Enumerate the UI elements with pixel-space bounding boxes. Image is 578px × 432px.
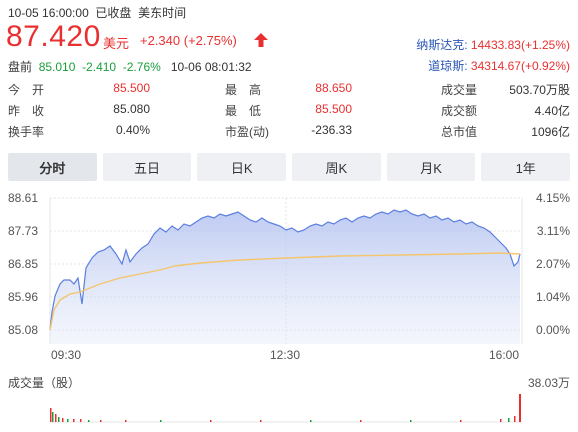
tab-monthly-k[interactable]: 月K [386, 153, 476, 181]
quote-status-row: 10-05 16:00:00 已收盘 美东时间 [8, 4, 186, 21]
pct-tick: 0.00% [535, 323, 570, 337]
stat-value-market-cap: 1096亿 [531, 125, 570, 139]
stat-label-pe: 市盈(动) [225, 125, 269, 139]
stat-value-prev-close: 85.080 [113, 102, 150, 116]
stat-value-high: 88.650 [315, 81, 352, 95]
pct-tick: 1.04% [535, 290, 570, 304]
stat-label-volume: 成交量 [441, 83, 478, 97]
time-tick: 16:00 [489, 348, 520, 362]
index-dow[interactable]: 道琼斯: 34314.67(+0.92%) [428, 57, 570, 74]
currency-label: 美元 [103, 36, 130, 51]
market-status: 已收盘 [95, 6, 132, 20]
stat-label-prev-close: 昨 收 [8, 104, 45, 118]
chart-period-tabs: 分时 五日 日K 周K 月K 1年 [8, 153, 571, 181]
stat-label-turnover: 成交额 [441, 104, 478, 118]
pct-tick: 4.15% [535, 191, 570, 205]
premarket-label: 盘前 [8, 60, 33, 74]
intraday-chart[interactable] [0, 188, 578, 348]
index-value: 14433.83(+1.25%) [470, 38, 570, 52]
tab-weekly-k[interactable]: 周K [292, 153, 381, 181]
volume-bars [50, 394, 521, 422]
price-tick: 88.61 [8, 191, 39, 205]
volume-chart[interactable] [0, 388, 578, 432]
stat-label-open: 今 开 [8, 83, 45, 97]
stat-value-turnover: 4.40亿 [534, 104, 570, 118]
stat-value-turnover-rate: 0.40% [115, 123, 150, 137]
tab-intraday[interactable]: 分时 [8, 153, 97, 181]
price-tick: 85.96 [8, 290, 39, 304]
timezone-label: 美东时间 [138, 6, 187, 20]
price-change: +2.340 (+2.75%) [140, 33, 237, 48]
premarket-time: 10-06 08:01:32 [170, 60, 252, 74]
stat-value-pe: -236.33 [311, 123, 352, 137]
time-tick: 12:30 [270, 348, 301, 362]
up-arrow-icon [254, 33, 268, 47]
price-tick: 85.08 [8, 323, 39, 337]
index-label: 道琼斯: [428, 59, 468, 73]
price-tick: 87.73 [8, 224, 39, 238]
tab-daily-k[interactable]: 日K [197, 153, 287, 181]
premarket-price: 85.010 [38, 60, 76, 74]
stat-label-low: 最 低 [225, 104, 262, 118]
premarket-change: -2.410 [82, 60, 117, 74]
time-tick: 09:30 [51, 348, 82, 362]
stat-label-turnover-rate: 换手率 [8, 125, 45, 139]
price-line [49, 209, 521, 331]
index-nasdaq[interactable]: 纳斯达克: 14433.83(+1.25%) [416, 36, 570, 53]
tab-one-year[interactable]: 1年 [481, 153, 571, 181]
stat-label-high: 最 高 [225, 83, 262, 97]
current-price: 87.420 [6, 20, 101, 53]
volume-max: 38.03万 [527, 376, 570, 390]
premarket-pct: -2.76% [122, 60, 161, 74]
price-tick: 86.85 [8, 257, 39, 271]
average-price-line [49, 252, 521, 331]
index-value: 34314.67(+0.92%) [470, 59, 570, 73]
index-label: 纳斯达克: [416, 38, 468, 52]
stat-value-volume: 503.70万股 [509, 83, 570, 97]
price-area-fill [50, 210, 520, 344]
volume-label: 成交量（股） [8, 376, 81, 390]
pct-tick: 2.07% [535, 257, 570, 271]
pct-tick: 3.11% [536, 224, 570, 238]
premarket-row: 盘前 85.010 -2.410 -2.76% 10-06 08:01:32 [8, 58, 252, 75]
tab-five-day[interactable]: 五日 [102, 153, 192, 181]
stat-label-market-cap: 总市值 [441, 125, 478, 139]
stat-value-open: 85.500 [113, 81, 150, 95]
stat-value-low: 85.500 [315, 102, 352, 116]
quote-datetime: 10-05 16:00:00 [8, 6, 89, 20]
